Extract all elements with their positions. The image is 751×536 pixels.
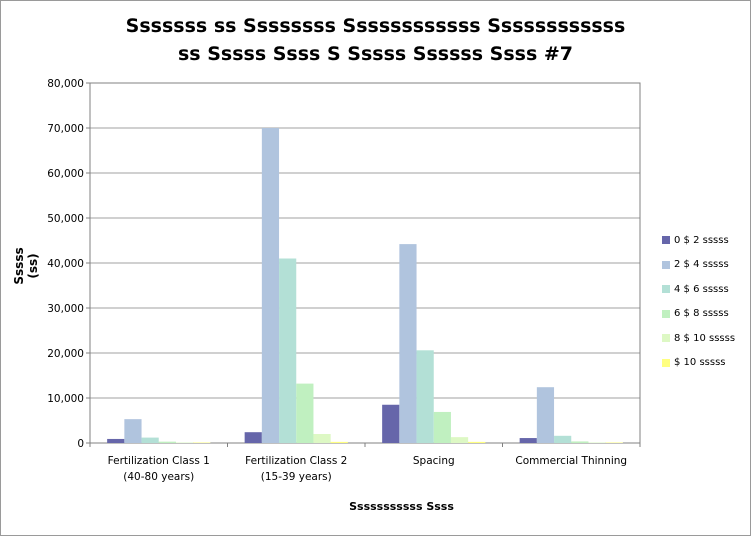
bar bbox=[554, 435, 572, 443]
legend-item: 6 $ 8 sssss bbox=[662, 302, 748, 327]
bar bbox=[313, 434, 331, 443]
legend-label: 2 $ 4 sssss bbox=[674, 259, 729, 271]
bar bbox=[571, 441, 589, 443]
y-tick-label: 70,000 bbox=[47, 123, 84, 135]
x-tick-label: (40-80 years) bbox=[123, 471, 194, 483]
x-tick-label: Spacing bbox=[413, 455, 455, 467]
legend-item: 0 $ 2 sssss bbox=[662, 228, 748, 253]
bar bbox=[588, 442, 606, 443]
legend-item: 2 $ 4 sssss bbox=[662, 253, 748, 278]
bar bbox=[416, 350, 434, 443]
legend-label: 6 $ 8 sssss bbox=[674, 308, 729, 320]
y-tick-label: 30,000 bbox=[47, 303, 84, 315]
y-tick-label: 10,000 bbox=[47, 393, 84, 405]
bar bbox=[382, 404, 400, 443]
bar bbox=[536, 387, 555, 443]
bar bbox=[330, 441, 348, 443]
bar bbox=[261, 128, 280, 443]
x-tick-label: (15-39 years) bbox=[261, 471, 332, 483]
y-tick-label: 80,000 bbox=[47, 78, 84, 90]
legend-label: 4 $ 6 sssss bbox=[674, 283, 729, 295]
legend-item: $ 10 sssss bbox=[662, 351, 748, 376]
x-tick-label: Commercial Thinning bbox=[515, 455, 627, 467]
legend-swatch bbox=[662, 309, 670, 318]
y-tick-label: 20,000 bbox=[47, 348, 84, 360]
bar bbox=[399, 244, 417, 443]
bar bbox=[244, 432, 262, 443]
chart-title-line-2: ss Sssss Ssss S Sssss Ssssss Ssss #7 bbox=[177, 43, 574, 65]
bar bbox=[107, 438, 125, 443]
chart-title: Sssssss ss Ssssssss Ssssssssssss Sssssss… bbox=[0, 12, 751, 68]
bar bbox=[433, 411, 451, 443]
bar bbox=[605, 442, 623, 443]
bar bbox=[158, 441, 176, 443]
legend-item: 8 $ 10 sssss bbox=[662, 326, 748, 351]
legend-swatch bbox=[662, 334, 670, 343]
bar bbox=[279, 258, 297, 443]
legend-swatch bbox=[662, 285, 670, 294]
legend: 0 $ 2 sssss 2 $ 4 sssss 4 $ 6 sssss 6 $ 8 s… bbox=[662, 228, 748, 375]
bar bbox=[519, 438, 537, 443]
legend-item: 4 $ 6 sssss bbox=[662, 277, 748, 302]
bar bbox=[296, 383, 314, 443]
legend-label: 8 $ 10 sssss bbox=[674, 332, 736, 344]
bar bbox=[468, 441, 486, 443]
bar bbox=[450, 437, 469, 443]
x-axis-label: Sssssssssss Ssss bbox=[349, 500, 454, 513]
chart-title-line-1: Sssssss ss Ssssssss Ssssssssssss Sssssss… bbox=[125, 15, 626, 37]
legend-label: $ 10 sssss bbox=[674, 357, 726, 369]
bar bbox=[175, 442, 194, 443]
y-tick-label: 0 bbox=[77, 438, 84, 450]
y-tick-label: 50,000 bbox=[47, 213, 84, 225]
bar bbox=[141, 437, 159, 443]
legend-swatch bbox=[662, 260, 670, 269]
x-tick-label: Fertilization Class 2 bbox=[245, 455, 347, 467]
y-tick-label: 40,000 bbox=[47, 258, 84, 270]
bar bbox=[193, 442, 211, 443]
y-tick-label: 60,000 bbox=[47, 168, 84, 180]
legend-swatch bbox=[662, 358, 670, 367]
legend-label: 0 $ 2 sssss bbox=[674, 234, 729, 246]
bar bbox=[124, 419, 142, 443]
x-tick-label: Fertilization Class 1 bbox=[108, 455, 210, 467]
legend-swatch bbox=[662, 236, 670, 245]
